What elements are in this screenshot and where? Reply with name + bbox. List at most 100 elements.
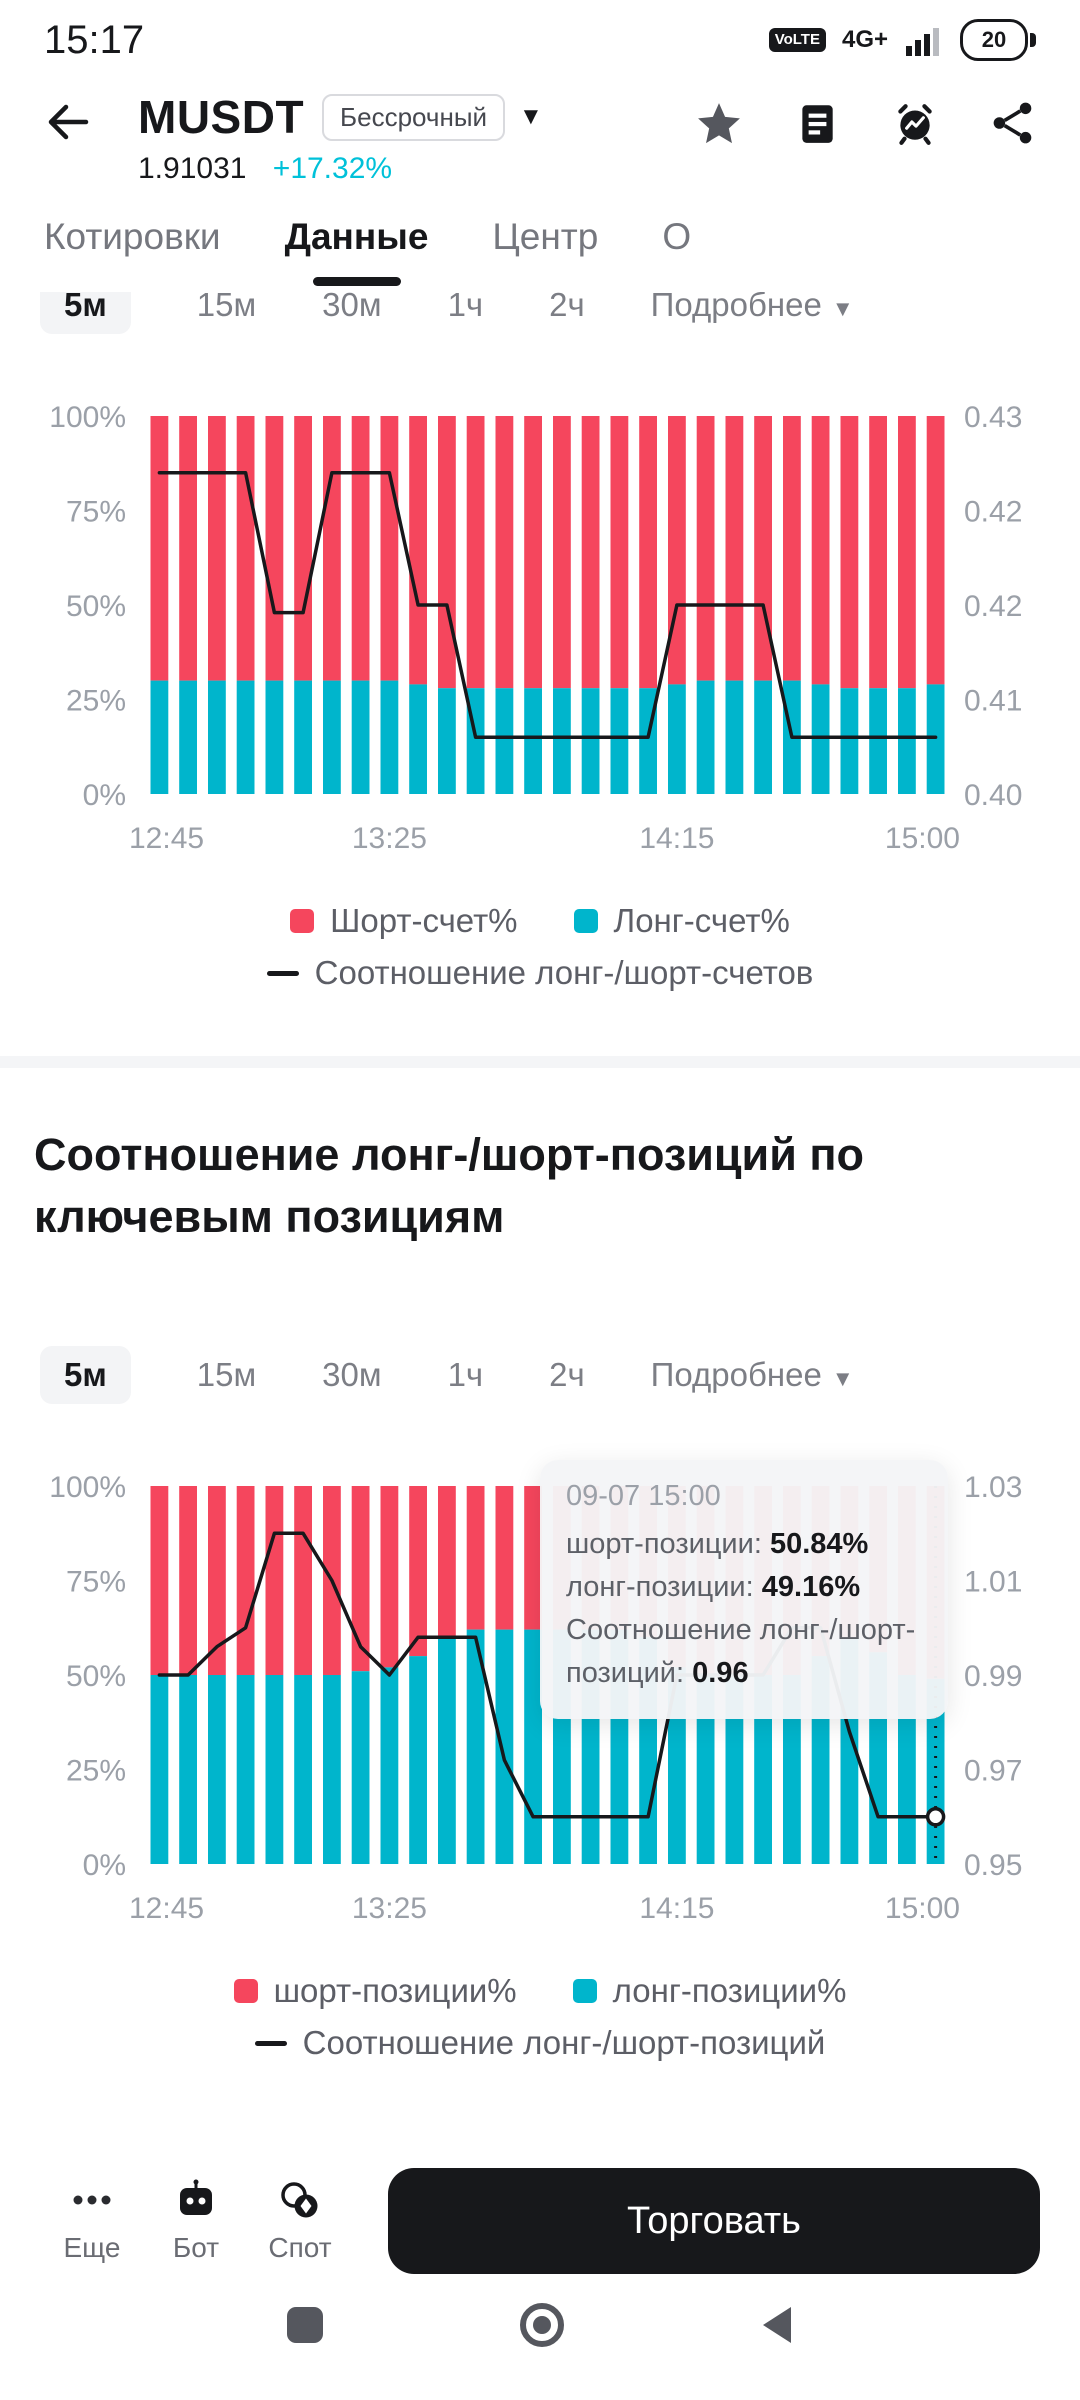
legend-line-swatch <box>266 970 299 976</box>
spot-icon <box>281 2182 318 2218</box>
android-nav-bar <box>0 2250 1080 2400</box>
x-tick: 15:00 <box>885 1892 960 1925</box>
more-dots-icon <box>73 2195 111 2205</box>
timeframe-row: 5м 15м 30м 1ч 2ч Подробнее ▼ <box>0 1342 1080 1408</box>
y-left-tick: 75% <box>66 1566 126 1599</box>
ledger-icon[interactable] <box>794 100 840 146</box>
accounts-ratio-chart[interactable]: 100% 75% 50% 25% 0% 0.43 0.42 0.42 0.41 0.40 12:45… <box>0 394 1080 894</box>
legend-line-label: Соотношение лонг-/шорт-позиций <box>302 2024 826 2061</box>
signal-bars-icon <box>906 28 939 56</box>
favorite-star-icon[interactable] <box>696 100 742 146</box>
timeframe-5м[interactable]: 5м <box>40 292 131 334</box>
positions-chart-legend: шорт-позиции% лонг-позиции% Соотношение ло… <box>0 1972 1080 2062</box>
legend-line-label: Соотношение лонг-/шорт-счетов <box>314 954 814 991</box>
y-left-tick: 0% <box>83 779 126 812</box>
bot-icon <box>180 2179 212 2215</box>
legend-swatch <box>233 1979 258 2003</box>
bot-label: Бот <box>172 2232 220 2263</box>
timeframe-more-label: Подробнее <box>650 292 822 323</box>
back-button[interactable] <box>44 98 92 149</box>
timeframe-1ч[interactable]: 1ч <box>447 292 484 323</box>
y-left-tick: 75% <box>66 496 126 529</box>
recents-square-icon[interactable] <box>283 2303 327 2347</box>
more-button[interactable]: Еще <box>40 2178 144 2264</box>
x-tick: 14:15 <box>639 822 714 855</box>
share-icon[interactable] <box>990 100 1036 146</box>
status-bar: 15:17 VoLTE 4G+ 20 <box>0 0 1080 74</box>
battery-icon: 20 <box>960 19 1036 61</box>
legend-line-swatch <box>254 2040 287 2046</box>
arrow-left-icon <box>48 104 89 140</box>
trade-button[interactable]: Торговать <box>388 2168 1040 2274</box>
x-tick: 15:00 <box>885 822 960 855</box>
legend-item: шорт-позиции% <box>233 1972 517 2010</box>
timeframe-30м[interactable]: 30м <box>322 1356 382 1393</box>
y-right-tick: 0.99 <box>964 1660 1022 1693</box>
accounts-chart-legend: Шорт-счет% Лонг-счет% Соотношение лонг-/шо… <box>0 902 1080 992</box>
y-left-tick: 25% <box>66 1755 126 1788</box>
header: MUSDT Бессрочный ▼ 1.91031 +17.32% <box>0 74 1080 186</box>
tab-quotes[interactable]: Котировки <box>44 216 221 257</box>
line-end-marker <box>925 1807 946 1827</box>
network-type-label: 4G+ <box>841 26 888 53</box>
y-left-tick: 100% <box>49 1471 126 1504</box>
legend-line-item: Соотношение лонг-/шорт-позиций <box>254 2024 826 2062</box>
timeframe-15м[interactable]: 15м <box>196 1356 257 1393</box>
spot-button[interactable]: Спот <box>248 2178 352 2264</box>
x-tick: 12:45 <box>129 1892 204 1925</box>
tooltip-label: Соотношение лонг-/шорт-позиций: <box>566 1614 916 1689</box>
tooltip-row: шорт-позиции: 50.84% <box>566 1523 922 1566</box>
tab-data[interactable]: Данные <box>284 216 429 257</box>
bottom-action-bar: Еще Бот Спот Торговать <box>0 2146 1080 2296</box>
legend-item: лонг-позиции% <box>572 1972 847 2010</box>
timeframe-2ч[interactable]: 2ч <box>549 1356 585 1393</box>
y-right-tick: 0.97 <box>964 1755 1022 1788</box>
chart-tooltip: 09-07 15:00 шорт-позиции: 50.84% лонг-поз… <box>540 1460 948 1719</box>
timeframe-more[interactable]: Подробнее ▼ <box>651 1356 854 1394</box>
y-right-tick: 0.41 <box>964 685 1022 718</box>
tooltip-value: 49.16% <box>761 1571 861 1603</box>
back-triangle-icon[interactable] <box>757 2303 797 2347</box>
home-circle-icon[interactable] <box>517 2300 567 2350</box>
header-actions <box>696 100 1036 146</box>
positions-ratio-chart[interactable]: 100% 75% 50% 25% 0% 1.03 1.01 0.99 0.97 0.95 12:45… <box>0 1460 1080 1964</box>
tab-center[interactable]: Центр <box>492 216 599 257</box>
price-alert-bell-icon[interactable] <box>892 100 938 146</box>
tab-o[interactable]: О <box>662 216 692 257</box>
legend-label: Лонг-счет% <box>613 902 790 939</box>
x-tick: 13:25 <box>352 1892 427 1925</box>
chevron-down-icon: ▼ <box>831 296 854 321</box>
x-tick: 14:15 <box>639 1892 714 1925</box>
y-left-tick: 100% <box>49 401 126 434</box>
tooltip-timestamp: 09-07 15:00 <box>566 1480 721 1512</box>
timeframe-1ч[interactable]: 1ч <box>447 1356 484 1393</box>
timeframe-15м[interactable]: 15м <box>196 292 257 323</box>
legend-swatch <box>573 909 598 933</box>
clock: 15:17 <box>44 17 145 62</box>
contract-type-badge[interactable]: Бессрочный <box>322 93 506 141</box>
legend-item: Шорт-счет% <box>290 902 518 940</box>
y-right-tick: 0.42 <box>964 590 1022 623</box>
tooltip-row: лонг-позиции: 49.16% <box>566 1566 922 1609</box>
bot-button[interactable]: Бот <box>144 2178 248 2264</box>
legend-label: Шорт-счет% <box>330 902 518 939</box>
y-left-tick: 0% <box>83 1849 126 1882</box>
x-tick: 12:45 <box>129 822 204 855</box>
legend-label: шорт-позиции% <box>273 1972 517 2009</box>
timeframe-5м[interactable]: 5м <box>40 1346 131 1404</box>
legend-label: лонг-позиции% <box>612 1972 847 2009</box>
tab-bar: Котировки Данные Центр О <box>0 216 1080 292</box>
timeframe-more-label: Подробнее <box>650 1356 822 1393</box>
spot-label: Спот <box>268 2232 332 2263</box>
x-tick: 13:25 <box>352 822 427 855</box>
y-right-tick: 1.03 <box>964 1471 1022 1504</box>
chevron-down-icon[interactable]: ▼ <box>519 103 543 130</box>
timeframe-more[interactable]: Подробнее ▼ <box>651 292 854 324</box>
y-right-tick: 0.40 <box>964 779 1022 812</box>
timeframe-30м[interactable]: 30м <box>322 292 382 323</box>
section-title: Соотношение лонг-/шорт-позиций по ключев… <box>34 1129 865 1242</box>
timeframe-row-clipped: 5м 15м 30м 1ч 2ч Подробнее ▼ <box>0 292 1080 338</box>
legend-line-item: Соотношение лонг-/шорт-счетов <box>266 954 814 992</box>
timeframe-2ч[interactable]: 2ч <box>549 292 585 323</box>
